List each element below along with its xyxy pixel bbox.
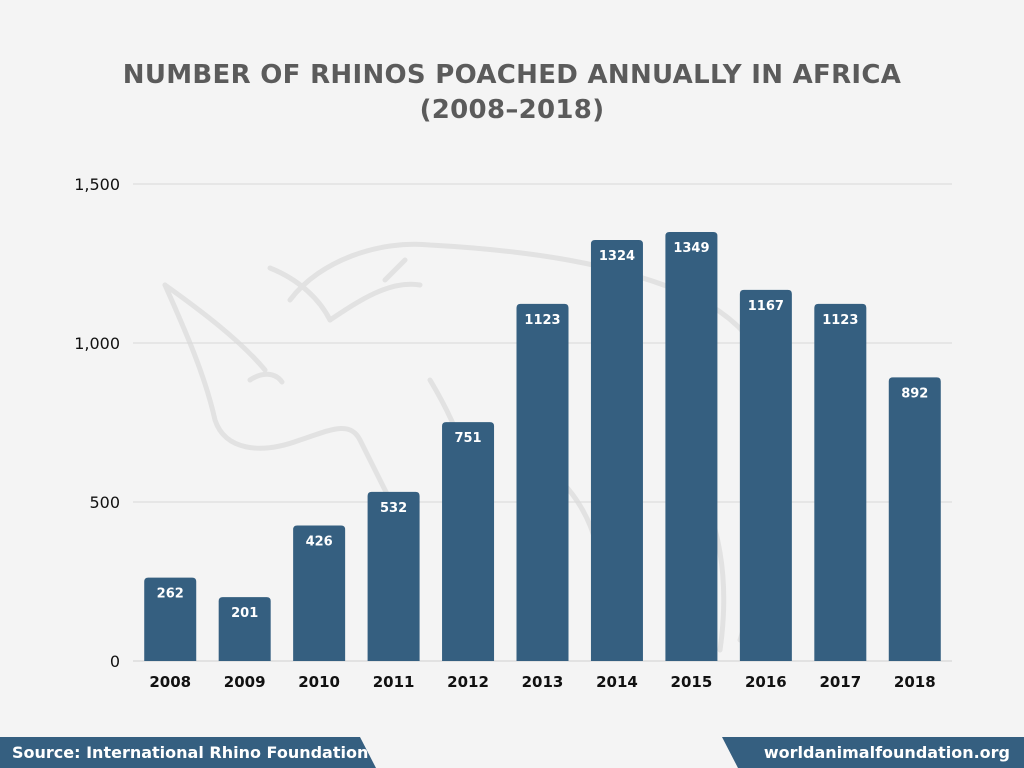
chart-title: NUMBER OF RHINOS POACHED ANNUALLY IN AFR… [0,58,1024,128]
bar-2018 [888,377,941,661]
bar-value-label: 1349 [673,241,709,256]
x-tick-label: 2009 [224,673,266,691]
bar-value-label: 751 [454,431,481,446]
chart-title-line1: NUMBER OF RHINOS POACHED ANNUALLY IN AFR… [122,60,902,90]
bar-value-label: 1324 [599,249,635,264]
bar-value-label: 426 [306,535,333,550]
footer-source-text: Source: International Rhino Foundation [12,743,369,762]
bar-2017 [814,303,867,661]
footer-site-banner[interactable]: worldanimalfoundation.org [722,737,1024,768]
y-tick-label: 1,500 [74,175,120,194]
footer-site-link[interactable]: worldanimalfoundation.org [763,743,1010,762]
bar-value-label: 532 [380,501,407,516]
x-tick-label: 2011 [373,673,415,691]
chart-title-line2: (2008–2018) [419,95,605,125]
bar-value-label: 1123 [822,313,858,328]
bar-2008 [144,577,197,661]
x-tick-label: 2010 [298,673,340,691]
bar-value-labels: 262 201 426 532 751 1123 1324 1349 1167 1123 892 [157,241,929,621]
x-axis-ticks: 2008 2009 2010 2011 2012 2013 2014 2015 2016 2017… [149,673,935,691]
x-tick-label: 2012 [447,673,489,691]
bar-2010 [293,525,346,661]
bar-2011 [367,491,420,661]
x-tick-label: 2015 [671,673,713,691]
bar-2016 [739,289,792,661]
bar-2014 [590,239,643,661]
bar-value-label: 1167 [748,299,784,314]
x-tick-label: 2016 [745,673,787,691]
footer-source-banner: Source: International Rhino Foundation [0,737,376,768]
y-tick-label: 1,000 [74,334,120,353]
y-tick-label: 500 [89,493,120,512]
bar-2015 [665,232,718,661]
bar-2009 [218,597,271,661]
bar-value-label: 1123 [524,313,560,328]
x-tick-label: 2008 [149,673,191,691]
bar-2012 [442,422,495,661]
x-tick-label: 2014 [596,673,638,691]
y-axis-ticks: 0 500 1,000 1,500 [74,175,120,671]
bar-2013 [516,303,569,661]
x-tick-label: 2018 [894,673,936,691]
x-tick-label: 2017 [819,673,861,691]
bars [144,232,941,661]
bar-value-label: 201 [231,606,258,621]
bar-value-label: 262 [157,587,184,602]
y-tick-label: 0 [110,652,120,671]
bar-value-label: 892 [901,386,928,401]
x-tick-label: 2013 [522,673,564,691]
